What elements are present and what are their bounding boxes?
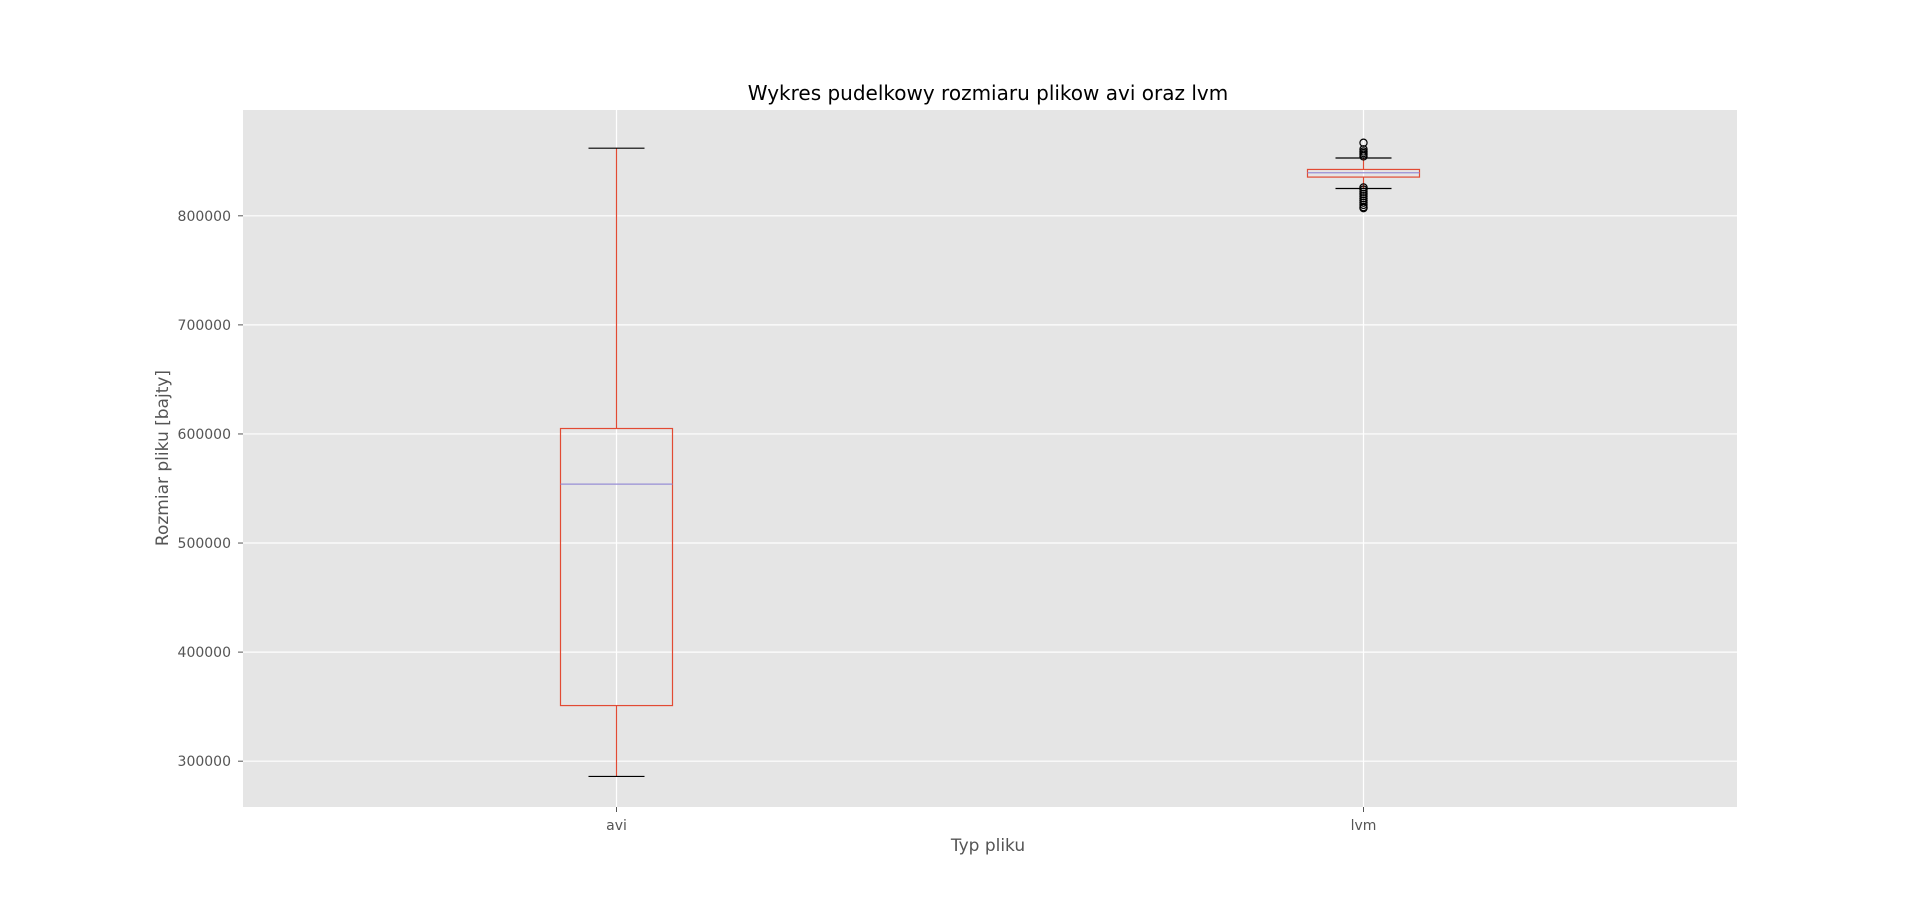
outlier-point bbox=[1359, 203, 1368, 213]
outlier-point bbox=[1359, 138, 1368, 147]
outlier-point bbox=[1359, 189, 1368, 199]
outlier-point bbox=[1359, 187, 1368, 197]
y-tick-label: 700000 bbox=[178, 318, 231, 334]
outlier-point bbox=[1359, 198, 1368, 207]
box-lvm bbox=[1306, 138, 1421, 213]
y-tick-label: 500000 bbox=[178, 536, 231, 552]
chart-title: Wykres pudelkowy rozmiaru plikow avi ora… bbox=[748, 81, 1228, 105]
grid-lines bbox=[243, 110, 1737, 807]
boxes bbox=[559, 138, 1421, 778]
x-axis-label: Typ pliku bbox=[950, 836, 1025, 856]
outlier-point bbox=[1359, 194, 1368, 203]
outlier-point bbox=[1359, 191, 1368, 201]
x-tick-label: avi bbox=[606, 818, 627, 834]
outlier-point bbox=[1359, 152, 1368, 161]
y-tick-label: 300000 bbox=[178, 754, 231, 770]
x-axis: avi lvm bbox=[606, 807, 1376, 834]
x-tick-label: lvm bbox=[1351, 818, 1377, 834]
outlier-point bbox=[1359, 185, 1368, 194]
outlier-point bbox=[1359, 200, 1368, 210]
plot-area bbox=[243, 110, 1737, 807]
y-tick-label: 600000 bbox=[178, 427, 231, 443]
box-iqr bbox=[559, 427, 674, 707]
outlier-point bbox=[1359, 183, 1368, 192]
y-tick-label: 800000 bbox=[178, 209, 231, 225]
y-axis-label: Rozmiar pliku [bajty] bbox=[153, 370, 173, 546]
y-tick-label: 400000 bbox=[178, 645, 231, 661]
y-axis: 300000 400000 500000 600000 700000 800000 bbox=[178, 209, 243, 770]
box-avi bbox=[559, 147, 674, 778]
